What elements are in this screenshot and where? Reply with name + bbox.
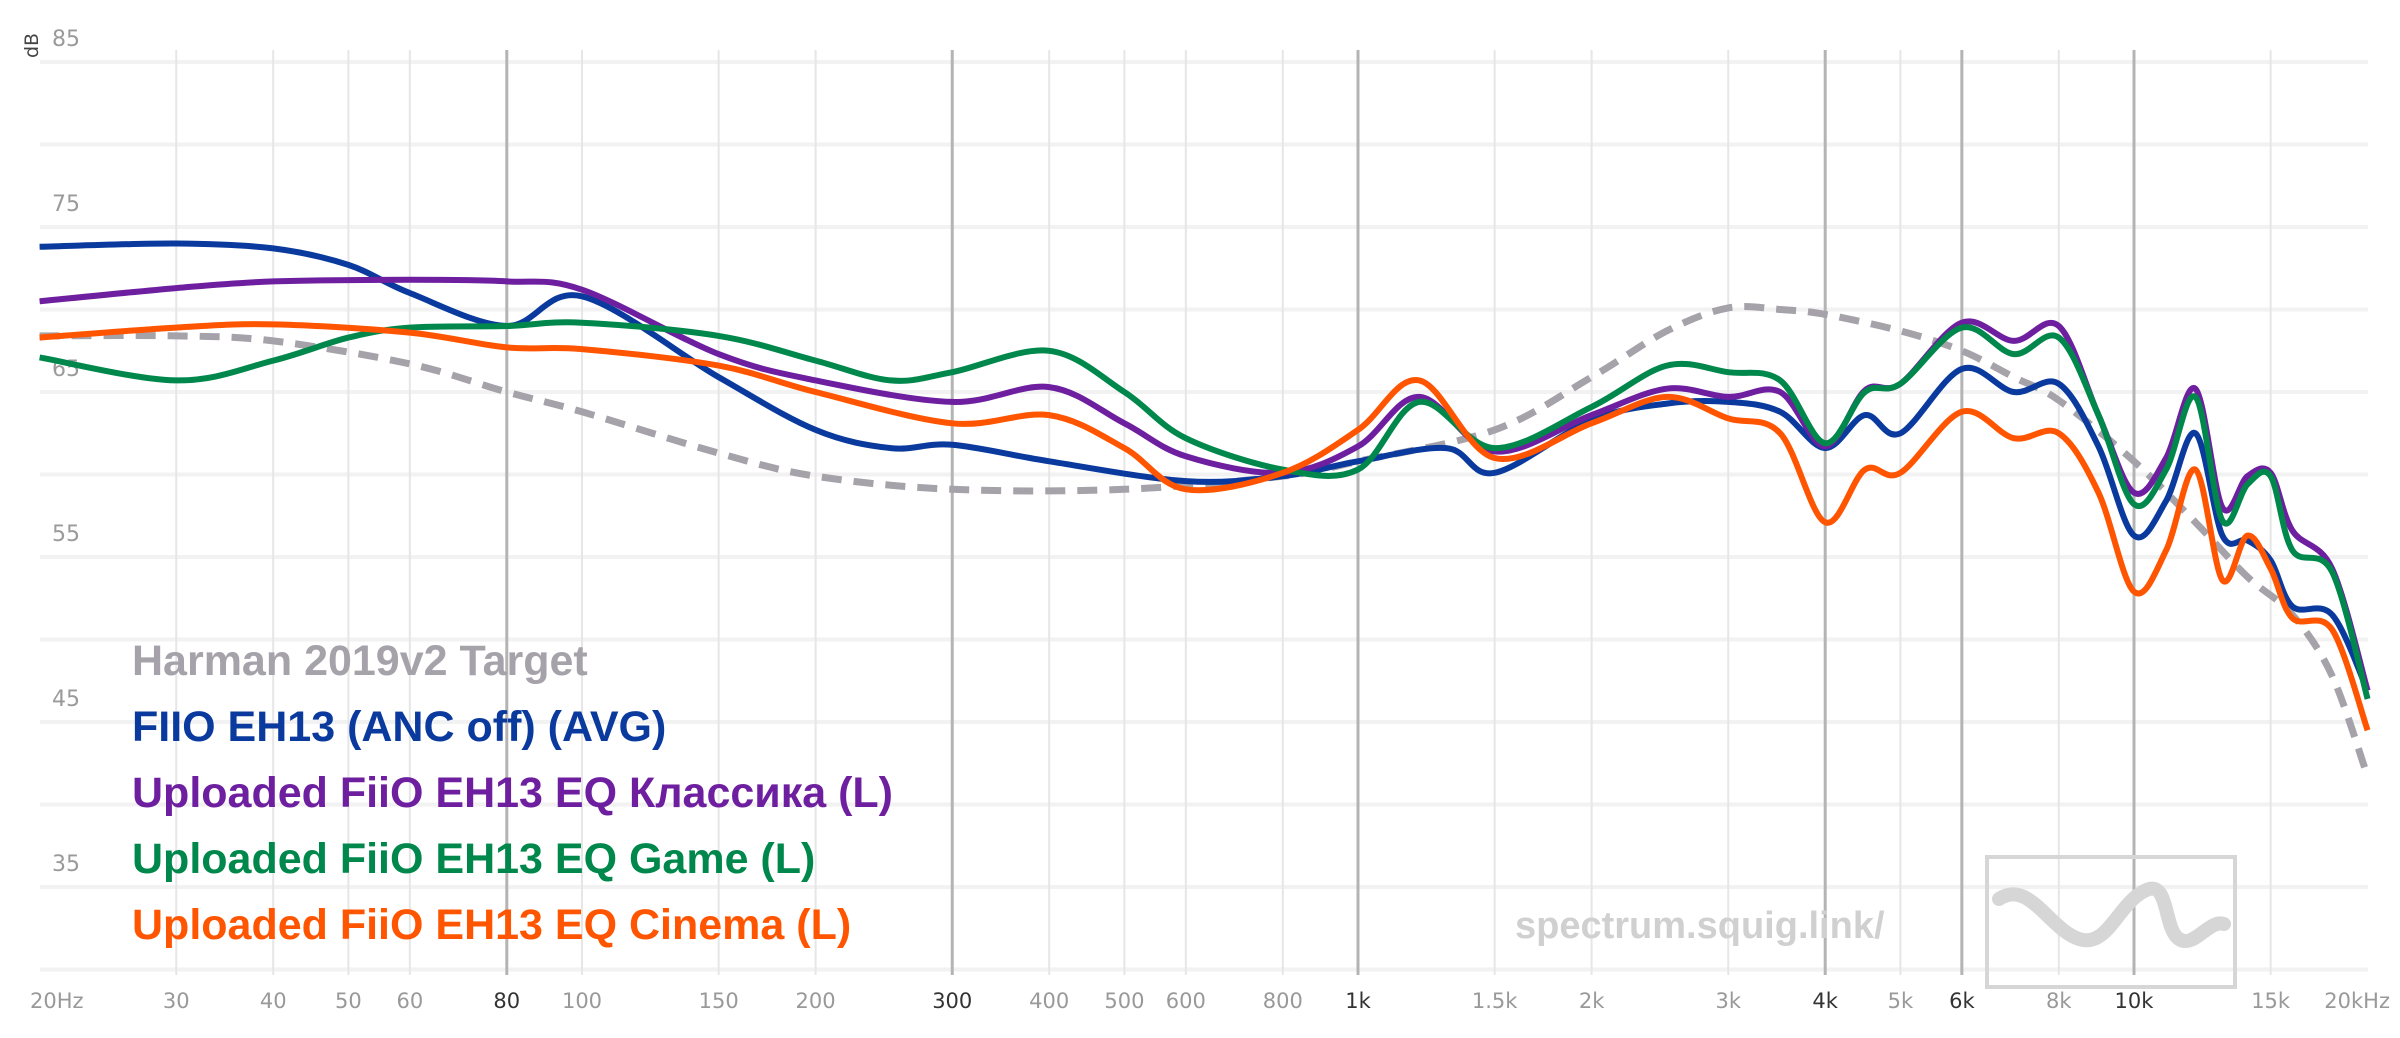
squiglink-logo bbox=[1985, 855, 2237, 989]
y-tick-label: 55 bbox=[52, 522, 80, 547]
x-tick-label: 500 bbox=[1104, 989, 1144, 1013]
x-tick-label: 300 bbox=[932, 989, 972, 1013]
x-tick-label: 200 bbox=[796, 989, 836, 1013]
x-tick-label: 100 bbox=[562, 989, 602, 1013]
legend: Harman 2019v2 Target FIIO EH13 (ANC off)… bbox=[132, 628, 893, 958]
y-tick-label: 45 bbox=[52, 687, 80, 712]
x-tick-label: 5k bbox=[1888, 989, 1914, 1013]
x-tick-label: 15k bbox=[2251, 989, 2291, 1013]
y-axis-title: dB bbox=[21, 33, 43, 58]
x-tick-label: 150 bbox=[699, 989, 739, 1013]
x-tick-label: 1.5k bbox=[1472, 989, 1518, 1013]
x-tick-label: 50 bbox=[335, 989, 362, 1013]
x-tick-label: 8k bbox=[2046, 989, 2072, 1013]
legend-item-game[interactable]: Uploaded FiiO EH13 EQ Game (L) bbox=[132, 835, 816, 883]
x-tick-label: 10k bbox=[2115, 989, 2155, 1013]
curves bbox=[39, 240, 2371, 778]
watermark-text: spectrum.squig.link/ bbox=[1515, 905, 1885, 947]
x-tick-label: 2k bbox=[1579, 989, 1605, 1013]
legend-item-cinema[interactable]: Uploaded FiiO EH13 EQ Cinema (L) bbox=[132, 901, 852, 949]
x-tick-label: 6k bbox=[1949, 989, 1975, 1013]
game-eq-curve bbox=[39, 319, 2371, 700]
legend-item-eh13[interactable]: FIIO EH13 (ANC off) (AVG) bbox=[132, 703, 667, 751]
y-tick-label: 75 bbox=[52, 192, 80, 217]
grid bbox=[40, 50, 2368, 975]
x-axis-labels: 20Hz 30 40 50 60 80 100 150 200 300 400 500 600 800 1k… bbox=[30, 989, 2390, 1013]
x-tick-label: 20Hz bbox=[30, 989, 84, 1013]
cinema-eq-curve bbox=[39, 321, 2371, 732]
legend-item-classic[interactable]: Uploaded FiiO EH13 EQ Классика (L) bbox=[132, 769, 894, 817]
x-tick-label: 3k bbox=[1715, 989, 1741, 1013]
x-tick-label: 600 bbox=[1166, 989, 1206, 1013]
y-tick-label: 35 bbox=[52, 852, 80, 877]
x-tick-label: 4k bbox=[1812, 989, 1838, 1013]
x-tick-label: 30 bbox=[163, 989, 190, 1013]
x-tick-label: 1k bbox=[1345, 989, 1371, 1013]
x-tick-label: 40 bbox=[260, 989, 287, 1013]
x-tick-label: 20kHz bbox=[2324, 989, 2390, 1013]
target-curve bbox=[39, 302, 2371, 778]
y-tick-label: 85 bbox=[52, 27, 80, 52]
legend-item-target[interactable]: Harman 2019v2 Target bbox=[132, 637, 588, 685]
x-tick-label: 400 bbox=[1029, 989, 1069, 1013]
x-tick-label: 800 bbox=[1263, 989, 1303, 1013]
x-tick-label: 80 bbox=[493, 989, 520, 1013]
classic-eq-curve bbox=[39, 276, 2371, 692]
x-tick-label: 60 bbox=[396, 989, 423, 1013]
